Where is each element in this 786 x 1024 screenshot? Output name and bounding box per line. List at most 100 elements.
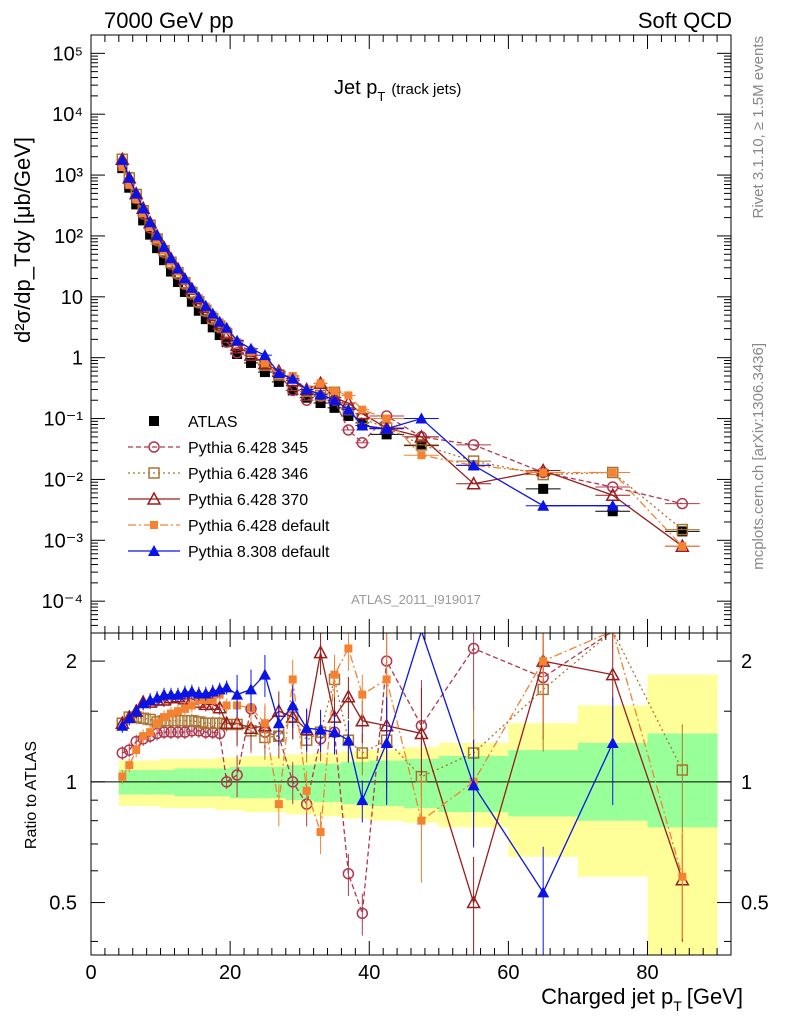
ratio-point-pythia-6-428-346 xyxy=(137,712,149,725)
data-point-atlas xyxy=(214,330,225,341)
legend-marker-atlas xyxy=(149,416,159,426)
data-point-pythia-8-308-default xyxy=(467,459,480,471)
data-point-pythia-6-428-default xyxy=(417,451,426,460)
y-tick-label: 10⁻² xyxy=(44,469,84,491)
data-point-atlas xyxy=(538,483,549,494)
legend-marker-pythia-8-308-default xyxy=(148,545,160,556)
ratio-point-pythia-6-428-default xyxy=(208,695,217,704)
ratio-point-pythia-6-428-default xyxy=(118,772,127,781)
data-point-pythia-8-308-default xyxy=(144,216,157,228)
data-point-pythia-8-308-default xyxy=(165,252,177,264)
ratio-axis-label-text: Ratio to ATLAS xyxy=(23,741,40,849)
legend-label-pythia-6-428-345: Pythia 6.428 345 xyxy=(188,440,308,457)
data-point-pythia-8-308-default xyxy=(130,187,143,199)
data-point-pythia-8-308-default xyxy=(123,171,136,183)
ratio-point-pythia-6-428-default xyxy=(180,704,189,713)
data-point-atlas xyxy=(273,376,284,387)
ratio-tick-label-right: 1 xyxy=(741,772,752,794)
ratio-point-pythia-6-428-346 xyxy=(213,717,226,729)
data-point-pythia-6-428-default xyxy=(358,405,367,414)
ratio-point-pythia-6-428-345 xyxy=(467,642,480,655)
ratio-axis-label: Ratio to ATLAS xyxy=(23,741,40,849)
data-point-atlas xyxy=(207,322,218,333)
analysis-tag: ATLAS_2011_I919017 xyxy=(351,592,481,607)
ratio-point-pythia-8-308-default xyxy=(342,734,355,746)
data-point-pythia-6-428-default xyxy=(382,414,391,423)
data-point-pythia-6-428-345 xyxy=(356,437,369,449)
y-tick-label: 10⁻³ xyxy=(44,530,84,552)
ratio-point-pythia-6-428-default xyxy=(274,800,283,809)
legend-label-pythia-6-428-370: Pythia 6.428 370 xyxy=(188,492,308,509)
ratio-point-pythia-6-428-default xyxy=(132,746,141,755)
stat-uncertainty-band xyxy=(244,766,259,799)
data-point-atlas xyxy=(246,357,256,368)
data-point-atlas xyxy=(131,199,142,210)
data-point-pythia-6-428-370 xyxy=(466,476,481,490)
data-point-atlas xyxy=(152,243,163,254)
data-point-pythia-6-428-345 xyxy=(231,347,243,359)
data-point-atlas xyxy=(172,277,183,288)
data-point-pythia-8-308-default xyxy=(158,240,171,252)
main-panel: 10⁻⁴ 10⁻³ 10⁻² 10⁻¹ 1 10 10² 10³ 10⁴ 10⁵ Jet pT (t… xyxy=(10,34,732,634)
ratio-point-pythia-6-428-346 xyxy=(676,764,689,776)
data-point-atlas xyxy=(416,440,427,451)
ratio-point-pythia-8-308-default xyxy=(286,699,299,711)
y-tick-label: 10³ xyxy=(54,165,83,187)
data-point-pythia-6-428-345 xyxy=(676,497,689,510)
mcplots-label: mcplots.cern.ch [arXiv:1306.3436] xyxy=(750,343,767,570)
ratio-point-pythia-8-308-default xyxy=(137,697,150,709)
data-point-atlas xyxy=(607,506,618,517)
ratio-point-pythia-8-308-default xyxy=(380,736,393,748)
ratio-point-pythia-8-308-default xyxy=(130,705,143,717)
data-point-pythia-8-308-default xyxy=(199,299,212,311)
data-point-pythia-6-428-default xyxy=(260,359,269,368)
data-point-pythia-8-308-default xyxy=(314,388,327,400)
stat-uncertainty-band xyxy=(209,768,217,797)
ratio-point-pythia-6-428-default xyxy=(187,701,196,710)
header-left-label: 7000 GeV pp xyxy=(104,8,234,33)
data-point-pythia-8-308-default xyxy=(116,153,129,165)
ratio-point-pythia-8-308-default xyxy=(272,717,285,729)
ratio-point-pythia-6-428-370 xyxy=(466,894,481,909)
x-tick-label: 40 xyxy=(358,962,380,984)
data-point-pythia-6-428-default xyxy=(330,387,339,396)
data-point-pythia-8-308-default xyxy=(220,321,233,333)
data-point-pythia-8-308-default xyxy=(245,342,257,354)
ratio-point-pythia-8-308-default xyxy=(231,688,244,700)
ratio-point-pythia-6-428-370 xyxy=(219,715,234,729)
data-point-pythia-8-308-default xyxy=(178,272,191,284)
data-point-atlas xyxy=(193,305,204,316)
ratio-point-pythia-6-428-346 xyxy=(186,714,198,727)
data-point-pythia-8-308-default xyxy=(415,412,428,424)
ratio-point-pythia-6-428-default xyxy=(153,719,162,728)
data-point-atlas xyxy=(329,402,340,413)
ratio-point-pythia-6-428-default xyxy=(146,728,155,737)
data-point-atlas xyxy=(315,398,326,409)
data-point-atlas xyxy=(166,266,176,277)
ratio-point-pythia-6-428-346 xyxy=(206,717,219,729)
ratio-point-pythia-8-308-default xyxy=(314,723,327,735)
y-tick-label: 10⁴ xyxy=(52,104,83,126)
data-point-pythia-6-428-370 xyxy=(414,429,429,443)
y-tick-label: 10⁻¹ xyxy=(44,409,84,431)
ratio-tick-label: 2 xyxy=(66,651,77,673)
x-tick-label: 0 xyxy=(85,962,96,984)
ratio-point-pythia-6-428-default xyxy=(358,690,367,699)
stat-uncertainty-band xyxy=(202,768,210,797)
ratio-point-pythia-8-308-default xyxy=(356,794,369,806)
ratio-tick-label-right: 0.5 xyxy=(741,893,769,915)
ratio-point-pythia-6-428-346 xyxy=(356,747,369,759)
y-tick-label: 10² xyxy=(54,226,83,248)
legend-label-atlas: ATLAS xyxy=(188,414,238,431)
ratio-point-pythia-6-428-default xyxy=(125,761,134,770)
y-tick-label: 1 xyxy=(72,348,83,370)
data-point-pythia-8-308-default xyxy=(606,499,619,511)
data-point-pythia-6-428-default xyxy=(539,468,548,477)
ratio-point-pythia-8-308-default xyxy=(220,681,233,693)
plot-title-main: Jet p xyxy=(334,77,377,99)
data-point-pythia-8-308-default xyxy=(537,499,550,511)
legend-label-pythia-6-428-default: Pythia 6.428 default xyxy=(188,518,330,535)
ratio-point-pythia-6-428-default xyxy=(678,872,687,881)
data-point-pythia-8-308-default xyxy=(356,419,369,431)
ratio-point-pythia-6-428-370 xyxy=(313,645,328,659)
